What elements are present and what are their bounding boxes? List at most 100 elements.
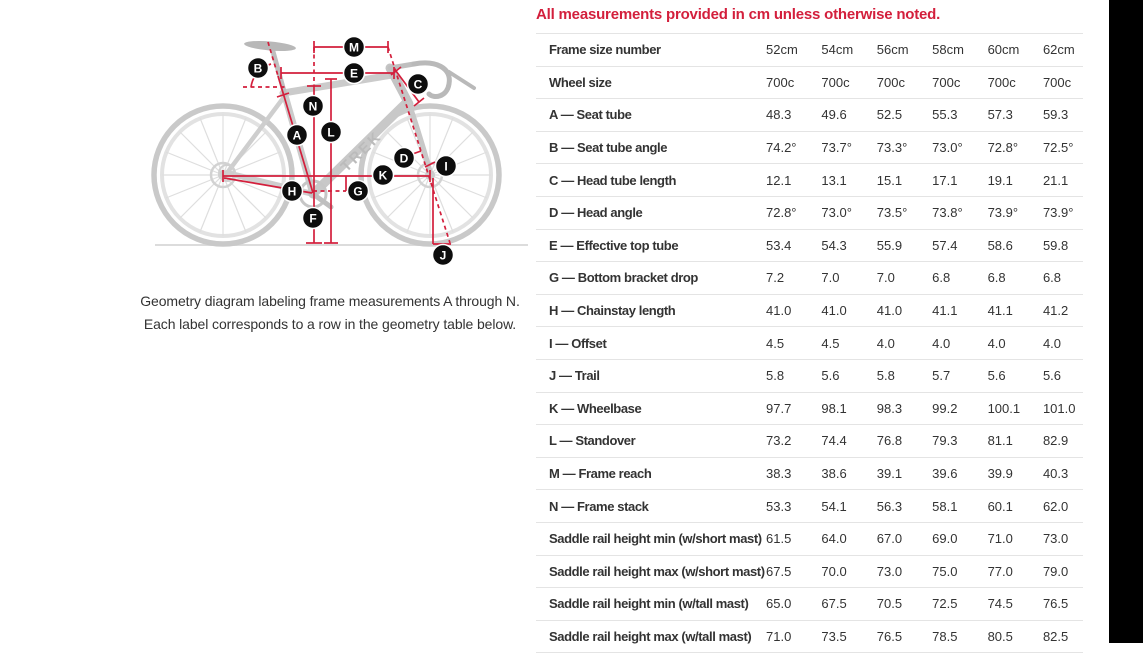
row-label: N — Frame stack	[549, 498, 649, 514]
cell-value: 21.1	[1042, 172, 1069, 188]
right-black-band	[1109, 0, 1143, 643]
table-row: Saddle rail height max (w/tall mast) 71.…	[536, 621, 1083, 653]
row-label: G — Bottom bracket drop	[549, 270, 698, 286]
cell-value: 72.8°	[987, 140, 1019, 156]
cell-value: 17.1	[932, 172, 958, 188]
cell-value: 5.6	[1042, 368, 1062, 384]
cell-value: 64.0	[821, 531, 847, 547]
cell-value: 76.8	[876, 433, 903, 449]
cell-value: 56cm	[876, 42, 909, 58]
cell-value: 60cm	[987, 42, 1020, 58]
cell-value: 62cm	[1042, 42, 1075, 58]
cell-value: 4.0	[932, 335, 951, 351]
cell-value: 70.0	[821, 563, 847, 579]
bike-geometry-svg: TREK	[151, 35, 528, 267]
row-label: Saddle rail height max (w/tall mast)	[549, 628, 752, 644]
cell-value: 5.8	[876, 368, 895, 384]
svg-text:B: B	[254, 62, 263, 76]
cell-value: 41.0	[766, 303, 792, 319]
cell-value: 98.3	[876, 400, 903, 416]
svg-text:J: J	[440, 249, 447, 263]
svg-text:F: F	[309, 212, 316, 226]
cell-value: 74.2°	[766, 140, 797, 156]
cell-value: 54.1	[821, 498, 847, 514]
cell-value: 73.0	[1042, 531, 1069, 547]
cell-value: 59.3	[1042, 107, 1069, 123]
cell-value: 76.5	[876, 628, 903, 644]
cell-value: 39.1	[876, 466, 903, 482]
row-label: Saddle rail height min (w/tall mast)	[549, 596, 749, 612]
cell-value: 55.3	[932, 107, 958, 123]
svg-text:H: H	[288, 185, 297, 199]
cell-value: 78.5	[932, 628, 958, 644]
cell-value: 73.5	[821, 628, 847, 644]
cell-value: 4.5	[821, 335, 840, 351]
row-label: D — Head angle	[549, 205, 643, 221]
table-row: N — Frame stack 53.3 54.1 56.3 58.1 60.1…	[536, 490, 1083, 523]
cell-value: 75.0	[932, 563, 958, 579]
diagram-label-h: H	[280, 179, 304, 203]
cell-value: 38.6	[821, 466, 847, 482]
cell-value: 74.5	[987, 596, 1013, 612]
diagram-caption-line1: Geometry diagram labeling frame measurem…	[140, 293, 520, 309]
cell-value: 6.8	[987, 270, 1006, 286]
cell-value: 58cm	[932, 42, 964, 58]
cell-value: 67.5	[766, 563, 792, 579]
row-label: E — Effective top tube	[549, 237, 679, 253]
bike-illustration: TREK	[151, 35, 528, 267]
table-row: Saddle rail height min (w/short mast) 61…	[536, 523, 1083, 556]
svg-text:C: C	[414, 78, 423, 92]
cell-value: 72.8°	[766, 205, 797, 221]
row-label: Saddle rail height max (w/short mast)	[549, 563, 765, 579]
cell-value: 72.5°	[1042, 140, 1074, 156]
cell-value: 12.1	[766, 172, 792, 188]
cell-value: 67.5	[821, 596, 847, 612]
svg-text:K: K	[379, 169, 388, 183]
cell-value: 58.1	[932, 498, 958, 514]
row-label: I — Offset	[549, 335, 607, 351]
cell-value: 69.0	[932, 531, 958, 547]
row-label: A — Seat tube	[549, 107, 632, 123]
cell-value: 101.0	[1042, 400, 1076, 416]
cell-value: 76.5	[1042, 596, 1069, 612]
cell-value: 57.3	[987, 107, 1013, 123]
cell-value: 61.5	[766, 531, 792, 547]
diagram-caption: Geometry diagram labeling frame measurem…	[118, 290, 542, 336]
svg-text:E: E	[350, 67, 358, 81]
cell-value: 6.8	[932, 270, 951, 286]
cell-value: 15.1	[876, 172, 903, 188]
cell-value: 5.7	[932, 368, 951, 384]
svg-text:A: A	[293, 129, 302, 143]
diagram-label-i: I	[434, 154, 458, 178]
cell-value: 73.0°	[932, 140, 963, 156]
cell-value: 73.0	[876, 563, 903, 579]
cell-value: 73.7°	[821, 140, 852, 156]
cell-value: 39.6	[932, 466, 958, 482]
row-label: C — Head tube length	[549, 172, 677, 188]
svg-text:D: D	[400, 152, 409, 166]
cell-value: 13.1	[821, 172, 847, 188]
measurements-note: All measurements provided in cm unless o…	[536, 6, 941, 23]
cell-value: 41.0	[821, 303, 847, 319]
table-row: H — Chainstay length 41.0 41.0 41.0 41.1…	[536, 295, 1083, 328]
diagram-label-j: J	[431, 243, 455, 267]
cell-value: 7.0	[821, 270, 840, 286]
table-row: Wheel size 700c 700c 700c 700c 700c 700c	[536, 67, 1083, 100]
table-row: L — Standover 73.2 74.4 76.8 79.3 81.1 8…	[536, 425, 1083, 458]
row-label: H — Chainstay length	[549, 303, 676, 319]
geometry-diagram: TREK	[130, 15, 540, 285]
cell-value: 82.5	[1042, 628, 1069, 644]
cell-value: 73.8°	[932, 205, 963, 221]
cell-value: 59.8	[1042, 237, 1069, 253]
cell-value: 73.3°	[876, 140, 908, 156]
row-label: J — Trail	[549, 368, 600, 384]
cell-value: 53.4	[766, 237, 792, 253]
cell-value: 80.5	[987, 628, 1013, 644]
diagram-label-g: G	[346, 179, 370, 203]
cell-value: 57.4	[932, 237, 958, 253]
svg-text:I: I	[444, 160, 447, 174]
table-row: D — Head angle 72.8° 73.0° 73.5° 73.8° 7…	[536, 197, 1083, 230]
cell-value: 19.1	[987, 172, 1013, 188]
geometry-table: Frame size number 52cm 54cm 56cm 58cm 60…	[536, 33, 1083, 653]
cell-value: 41.2	[1042, 303, 1069, 319]
